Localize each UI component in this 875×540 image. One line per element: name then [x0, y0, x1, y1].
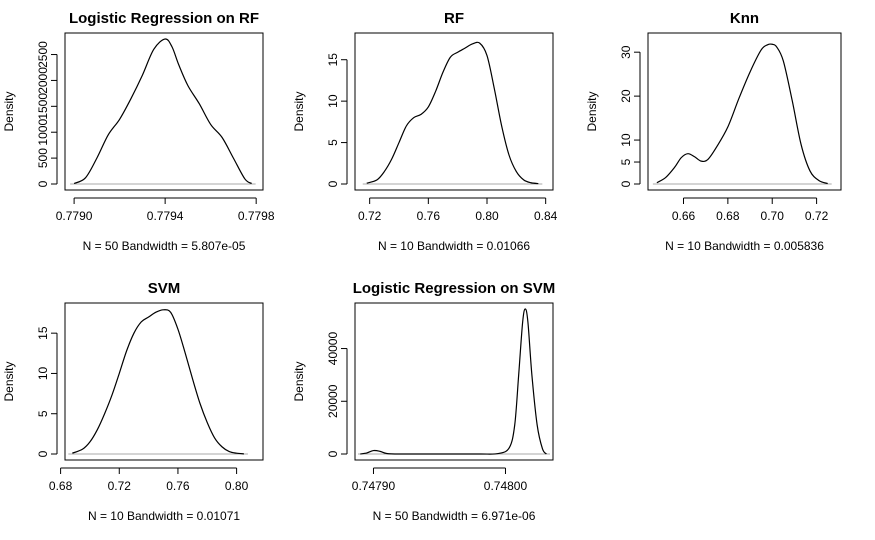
- y-tick-label: 10: [326, 94, 340, 108]
- y-tick-label: 10: [36, 366, 50, 380]
- y-tick-label: 5: [619, 158, 633, 165]
- y-axis-label: Density: [292, 361, 306, 401]
- density-curve: [73, 38, 252, 185]
- x-axis-label: N = 10 Bandwidth = 0.005836: [665, 239, 824, 253]
- x-tick-label: 0.72: [108, 479, 132, 493]
- y-tick-label: 40000: [326, 332, 340, 366]
- panel-title: Logistic Regression on RF: [69, 10, 259, 27]
- density-curve: [360, 308, 547, 455]
- density-curve: [656, 43, 828, 185]
- x-tick-label: 0.68: [49, 479, 73, 493]
- x-tick-label: 0.7790: [56, 209, 93, 223]
- panel-title: Logistic Regression on SVM: [353, 280, 556, 297]
- y-axis-label: Density: [2, 361, 16, 401]
- x-axis-label: N = 10 Bandwidth = 0.01066: [378, 239, 530, 253]
- y-axis-label: Density: [292, 91, 306, 131]
- plot-frame: [64, 302, 264, 461]
- x-tick-label: 0.76: [166, 479, 190, 493]
- y-axis-label: Density: [2, 91, 16, 131]
- x-tick-label: 0.74790: [352, 479, 396, 493]
- density-curve: [72, 309, 244, 455]
- plot-frame: [354, 302, 554, 461]
- y-tick-label: 2500: [36, 41, 50, 68]
- y-tick-label: 5: [36, 410, 50, 417]
- x-tick-label: 0.72: [358, 209, 382, 223]
- y-tick-label: 2000: [36, 67, 50, 94]
- y-tick-label: 30: [619, 45, 633, 59]
- x-tick-label: 0.84: [534, 209, 558, 223]
- y-tick-label: 15: [36, 326, 50, 340]
- x-tick-label: 0.70: [761, 209, 785, 223]
- panel-1: Logistic Regression on RF 0.7790 0.7794 0.7…: [2, 10, 275, 253]
- panel-5: Logistic Regression on SVM 0.74790 0.74800…: [292, 280, 555, 523]
- y-tick-label: 0: [36, 450, 50, 457]
- y-tick-label: 20000: [326, 384, 340, 418]
- panel-title: Knn: [730, 10, 759, 27]
- y-axis-label: Density: [585, 91, 599, 131]
- x-tick-label: 0.66: [672, 209, 696, 223]
- x-axis-label: N = 50 Bandwidth = 5.807e-05: [83, 239, 246, 253]
- y-tick-label: 1000: [36, 119, 50, 146]
- density-curve: [366, 41, 539, 185]
- y-tick-label: 1500: [36, 93, 50, 120]
- y-tick-label: 0: [619, 180, 633, 187]
- panel-2: RF 0.72 0.76 0.80 0.84 0 5 10 15 N = 10 Bandwidth…: [292, 10, 558, 253]
- x-tick-label: 0.68: [716, 209, 740, 223]
- panel-title: RF: [444, 10, 464, 27]
- x-tick-label: 0.80: [475, 209, 499, 223]
- y-tick-label: 10: [619, 133, 633, 147]
- panel-title: SVM: [148, 280, 181, 297]
- plot-frame: [354, 32, 554, 191]
- y-tick-label: 0: [326, 180, 340, 187]
- x-axis-label: N = 50 Bandwidth = 6.971e-06: [373, 509, 536, 523]
- plot-frame: [64, 32, 264, 191]
- y-tick-label: 500: [36, 148, 50, 168]
- y-tick-label: 0: [326, 450, 340, 457]
- x-axis-label: N = 10 Bandwidth = 0.01071: [88, 509, 240, 523]
- x-tick-label: 0.72: [805, 209, 829, 223]
- panel-3: Knn 0.66 0.68 0.70 0.72 0 5 10 20 30 N = 10 Bandwi…: [585, 10, 842, 253]
- y-tick-label: 5: [326, 139, 340, 146]
- x-tick-label: 0.74800: [484, 479, 528, 493]
- x-tick-label: 0.7798: [238, 209, 275, 223]
- x-tick-label: 0.80: [225, 479, 249, 493]
- panel-4: SVM 0.68 0.72 0.76 0.80 0 5 10 15 N = 10 Bandwidt…: [2, 280, 264, 523]
- plot-frame: [647, 32, 842, 191]
- y-tick-label: 15: [326, 53, 340, 67]
- x-tick-label: 0.7794: [147, 209, 184, 223]
- y-tick-label: 20: [619, 89, 633, 103]
- y-tick-label: 0: [36, 180, 50, 187]
- x-tick-label: 0.76: [417, 209, 441, 223]
